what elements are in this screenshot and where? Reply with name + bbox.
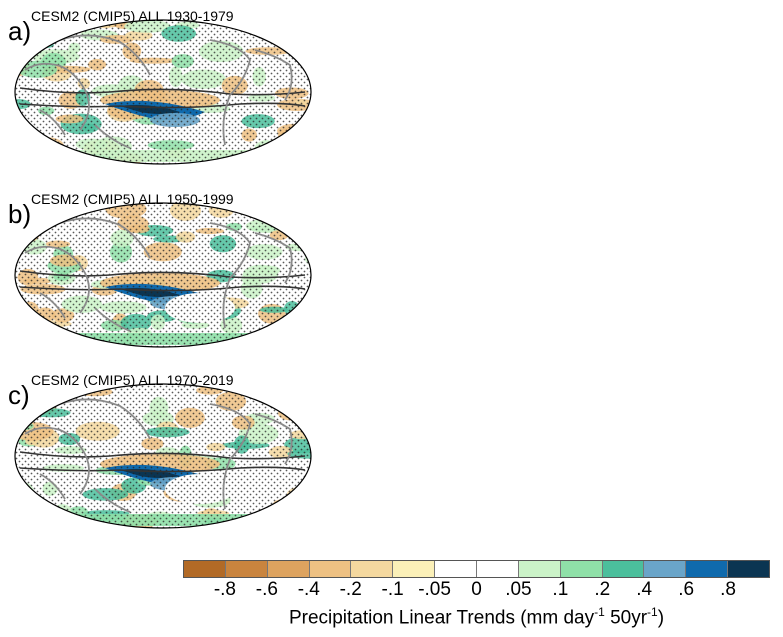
panel-label-c: c) bbox=[8, 380, 30, 410]
precip-blob bbox=[248, 516, 264, 528]
precip-blob bbox=[37, 337, 65, 345]
colorbar-swatch bbox=[686, 561, 729, 577]
precip-blob bbox=[37, 151, 65, 161]
itcz-contour bbox=[19, 285, 306, 292]
coastline bbox=[39, 292, 66, 319]
colorbar-swatch bbox=[435, 561, 478, 577]
map-border bbox=[14, 19, 312, 165]
precip-blob bbox=[15, 486, 31, 505]
coastline bbox=[39, 109, 66, 136]
colorbar-tick-label: -.2 bbox=[339, 579, 362, 600]
coastline bbox=[94, 307, 131, 332]
colorbar-title-sup2: -1 bbox=[647, 605, 658, 619]
coastline bbox=[24, 62, 90, 131]
colorbar-tick-label: -.05 bbox=[418, 579, 451, 600]
precip-blob bbox=[274, 147, 290, 160]
colorbar-tick-label: .8 bbox=[720, 579, 736, 600]
colorbar bbox=[183, 560, 770, 578]
colorbar-tick-label: .2 bbox=[594, 579, 611, 600]
colorbar-title: Precipitation Linear Trends (mm day-1 50… bbox=[183, 600, 770, 630]
colorbar-tick-label: -.8 bbox=[213, 579, 237, 600]
map-border bbox=[14, 202, 312, 348]
precip-blob bbox=[298, 384, 311, 397]
map-a bbox=[14, 19, 312, 165]
coastline bbox=[209, 222, 251, 329]
colorbar-tick-label: .6 bbox=[678, 579, 695, 600]
colorbar-swatch bbox=[184, 561, 226, 577]
map-field bbox=[15, 20, 311, 164]
coastline bbox=[254, 413, 293, 465]
colorbar-title-main: Precipitation Linear Trends (mm day bbox=[288, 607, 595, 629]
map-border bbox=[14, 383, 312, 529]
coastline bbox=[254, 232, 293, 284]
colorbar-tick-label: -.4 bbox=[297, 579, 320, 600]
coastline bbox=[254, 49, 293, 101]
colorbar-swatch bbox=[309, 561, 352, 577]
colorbar-swatch bbox=[351, 561, 394, 577]
itcz-contour bbox=[19, 466, 306, 473]
precip-blob bbox=[255, 512, 301, 527]
colorbar-swatch bbox=[518, 561, 561, 577]
precip-blob bbox=[19, 136, 54, 150]
colorbar-swatch bbox=[560, 561, 603, 577]
precip-blob bbox=[25, 331, 66, 347]
panel-label-a: a) bbox=[8, 16, 32, 46]
colorbar-tick-label: -.1 bbox=[381, 579, 404, 600]
precip-blob bbox=[239, 384, 276, 393]
coastline bbox=[209, 403, 251, 510]
colorbar-swatch bbox=[267, 561, 310, 577]
colorbar-swatch bbox=[602, 561, 645, 577]
itcz-contour bbox=[19, 102, 306, 109]
itcz-contour bbox=[19, 451, 306, 460]
colorbar-swatch bbox=[728, 561, 770, 577]
map-panel-c: c) CESM2 (CMIP5) ALL 1970-2019 bbox=[0, 364, 330, 544]
map-panel-b: b) CESM2 (CMIP5) ALL 1950-1999 bbox=[0, 183, 330, 363]
colorbar-title-mid: 50yr bbox=[604, 607, 648, 629]
coastline bbox=[59, 34, 151, 76]
precip-blob bbox=[15, 137, 34, 157]
colorbar-tick-label: .1 bbox=[552, 579, 569, 600]
map-b bbox=[14, 202, 312, 348]
coastline bbox=[59, 217, 151, 259]
precip-blob bbox=[15, 337, 48, 344]
coastline bbox=[24, 245, 90, 314]
colorbar-title-end: ) bbox=[657, 607, 665, 629]
colorbar-tick-label: 0 bbox=[471, 579, 482, 600]
colorbar-tick-label: -.6 bbox=[255, 579, 278, 600]
colorbar-tick-labels: -.8 -.6 -.4 -.2 -.1 -.05 0 .05 .1 .2 .4 .6 .8 bbox=[183, 579, 770, 601]
panel-title-c: CESM2 (CMIP5) ALL 1970-2019 bbox=[31, 372, 234, 388]
colorbar-tick-label: .05 bbox=[505, 579, 532, 600]
colorbar-swatch bbox=[477, 561, 519, 577]
itcz-contour bbox=[19, 270, 306, 279]
coastline bbox=[94, 488, 131, 513]
coastline bbox=[209, 39, 251, 146]
colorbar-swatch bbox=[225, 561, 268, 577]
precip-blob bbox=[15, 513, 39, 528]
precip-blob bbox=[285, 509, 311, 528]
map-field bbox=[15, 384, 311, 528]
precip-blob bbox=[44, 152, 58, 164]
itcz-contour bbox=[19, 87, 306, 96]
map-field bbox=[15, 203, 311, 347]
colorbar-title-sup1: -1 bbox=[594, 605, 605, 619]
panel-title-b: CESM2 (CMIP5) ALL 1950-1999 bbox=[31, 191, 234, 207]
colorbar-swatch bbox=[393, 561, 436, 577]
colorbar-swatch bbox=[644, 561, 687, 577]
map-c bbox=[14, 383, 312, 529]
map-panel-a: a) CESM2 (CMIP5) ALL 1930-1979 bbox=[0, 0, 330, 180]
precip-blob bbox=[240, 157, 271, 164]
colorbar-tick-label: .4 bbox=[636, 579, 653, 600]
coastline bbox=[94, 124, 131, 149]
coastline bbox=[39, 473, 66, 500]
panel-title-a: CESM2 (CMIP5) ALL 1930-1979 bbox=[31, 8, 234, 24]
coastline bbox=[59, 398, 151, 440]
panel-label-b: b) bbox=[8, 199, 32, 229]
coastline bbox=[24, 426, 90, 495]
precip-blob bbox=[264, 515, 288, 528]
precip-blob bbox=[272, 384, 286, 394]
